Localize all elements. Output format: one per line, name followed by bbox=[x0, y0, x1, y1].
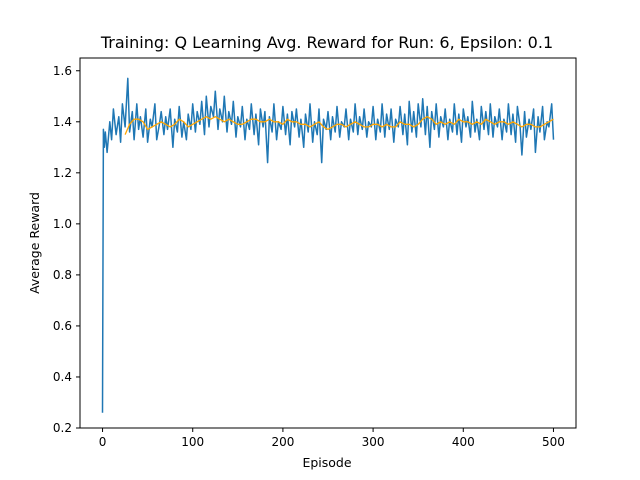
y-tick-label: 1.2 bbox=[53, 166, 72, 180]
plot-frame bbox=[79, 57, 577, 429]
x-tick-label: 500 bbox=[542, 435, 565, 449]
x-tick-label: 100 bbox=[181, 435, 204, 449]
y-tick-label: 1.0 bbox=[53, 217, 72, 231]
y-tick-label: 1.6 bbox=[53, 64, 72, 78]
y-axis-label: Average Reward bbox=[27, 192, 42, 294]
series-layer bbox=[101, 77, 555, 413]
y-tick-label: 0.2 bbox=[53, 421, 72, 435]
y-tick-label: 0.6 bbox=[53, 319, 72, 333]
x-tick-label: 400 bbox=[452, 435, 475, 449]
x-tick-label: 0 bbox=[99, 435, 107, 449]
y-tick-label: 0.4 bbox=[53, 370, 72, 384]
series-line-2 bbox=[124, 116, 554, 135]
y-tick-label: 0.8 bbox=[53, 268, 72, 282]
chart-title: Training: Q Learning Avg. Reward for Run… bbox=[100, 33, 553, 52]
series-line-1 bbox=[101, 77, 555, 413]
x-tick-label: 300 bbox=[362, 435, 385, 449]
y-tick-label: 1.4 bbox=[53, 115, 72, 129]
axes-layer: 0 100 200 300 400 500 0.2 0.4 0.6 0.8 1.0 1.2 1.4 1.6 bbox=[53, 57, 577, 449]
x-tick-label: 200 bbox=[271, 435, 294, 449]
x-axis-label: Episode bbox=[302, 455, 351, 470]
